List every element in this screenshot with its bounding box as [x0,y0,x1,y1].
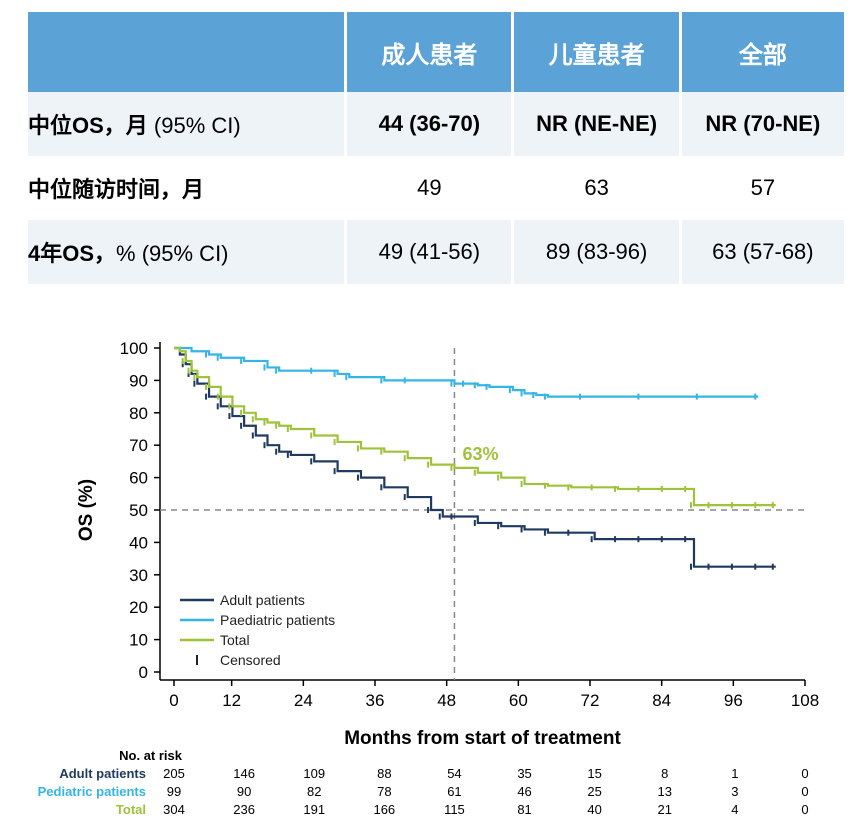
risk-value: 3 [731,784,738,799]
header-pediatric: 儿童患者 [511,12,679,92]
legend-label-0: Adult patients [220,592,305,608]
row-label-light: (95% CI) [147,113,241,138]
header-blank [28,12,345,92]
table-row: 4年OS，% (95% CI) 49 (41-56) 89 (83-96) 63… [28,220,844,284]
y-tick-label: 100 [120,339,148,358]
x-tick-label: 60 [509,691,528,710]
risk-value: 61 [447,784,461,799]
cell-total: 57 [678,156,844,220]
x-tick-label: 24 [294,691,313,710]
annotation-63-percent: 63% [462,444,498,464]
y-tick-label: 80 [129,404,148,423]
risk-value: 40 [587,802,601,817]
risk-table-title: No. at risk [119,748,183,763]
risk-value: 13 [658,784,672,799]
risk-value: 115 [444,802,465,817]
cell-total: 63 (57-68) [678,220,844,284]
y-axis-title: OS (%) [76,479,97,541]
row-label-strong: 4年OS， [28,241,117,266]
series-line-0 [174,346,776,568]
legend-label-1: Paediatric patients [220,612,335,628]
risk-value: 21 [658,802,672,817]
risk-value: 15 [587,766,601,781]
risk-value: 205 [163,766,185,781]
x-tick-label: 108 [791,691,819,710]
cell-pediatric: 63 [511,156,679,220]
cell-adult: 49 [344,156,512,220]
risk-value: 4 [731,802,738,817]
risk-value: 54 [447,766,461,781]
cell-total: NR (70-NE) [678,92,844,156]
risk-value: 8 [661,766,668,781]
risk-value: 304 [163,802,185,817]
cell-pediatric: NR (NE-NE) [511,92,679,156]
risk-value: 46 [517,784,531,799]
risk-value: 99 [167,784,181,799]
row-label-light: % (95% CI) [116,241,229,266]
risk-value: 0 [801,766,808,781]
cell-adult: 49 (41-56) [344,220,512,284]
legend-label-censored: Censored [220,652,281,668]
series-line-2 [174,346,776,507]
cell-pediatric: 89 (83-96) [511,220,679,284]
risk-value: 90 [237,784,251,799]
y-tick-label: 40 [129,533,148,552]
header-adult: 成人患者 [344,12,512,92]
risk-value: 191 [303,802,325,817]
row-label-strong: 中位OS，月 [28,113,148,138]
header-total: 全部 [678,12,844,92]
risk-value: 78 [377,784,391,799]
risk-value: 25 [587,784,601,799]
summary-table: 成人患者 儿童患者 全部 中位OS，月 (95% CI) 44 (36-70) … [28,12,844,284]
risk-value: 146 [233,766,255,781]
x-tick-label: 12 [222,691,241,710]
row-label: 中位随访时间，月 [28,156,345,220]
x-tick-label: 0 [169,691,178,710]
risk-value: 35 [517,766,531,781]
y-tick-label: 50 [129,501,148,520]
x-tick-label: 72 [581,691,600,710]
risk-row-label: Adult patients [59,766,146,781]
risk-value: 0 [801,802,808,817]
risk-value: 0 [801,784,808,799]
table-header-row: 成人患者 儿童患者 全部 [28,12,844,92]
risk-value: 88 [377,766,391,781]
risk-value: 166 [373,802,395,817]
risk-row-label: Pediatric patients [38,784,146,799]
risk-value: 81 [517,802,531,817]
risk-value: 236 [233,802,255,817]
cell-adult: 44 (36-70) [344,92,512,156]
risk-value: 109 [303,766,325,781]
x-tick-label: 84 [652,691,671,710]
x-axis-title: Months from start of treatment [344,728,621,749]
y-tick-label: 90 [129,371,148,390]
table-row: 中位随访时间，月 49 63 57 [28,156,844,220]
x-tick-label: 36 [366,691,385,710]
y-tick-label: 10 [129,631,148,650]
y-tick-label: 0 [139,663,148,682]
y-tick-label: 70 [129,436,148,455]
y-tick-label: 20 [129,598,148,617]
table-row: 中位OS，月 (95% CI) 44 (36-70) NR (NE-NE) NR… [28,92,844,156]
x-tick-label: 96 [724,691,743,710]
risk-value: 82 [307,784,321,799]
y-tick-label: 60 [129,469,148,488]
row-label: 中位OS，月 (95% CI) [28,92,345,156]
row-label-strong: 中位随访时间，月 [28,177,205,202]
series-line-1 [174,346,759,398]
x-tick-label: 48 [437,691,456,710]
risk-row-label: Total [116,802,146,817]
y-tick-label: 30 [129,566,148,585]
risk-value: 1 [731,766,738,781]
legend-label-2: Total [220,632,250,648]
row-label: 4年OS，% (95% CI) [28,220,345,284]
